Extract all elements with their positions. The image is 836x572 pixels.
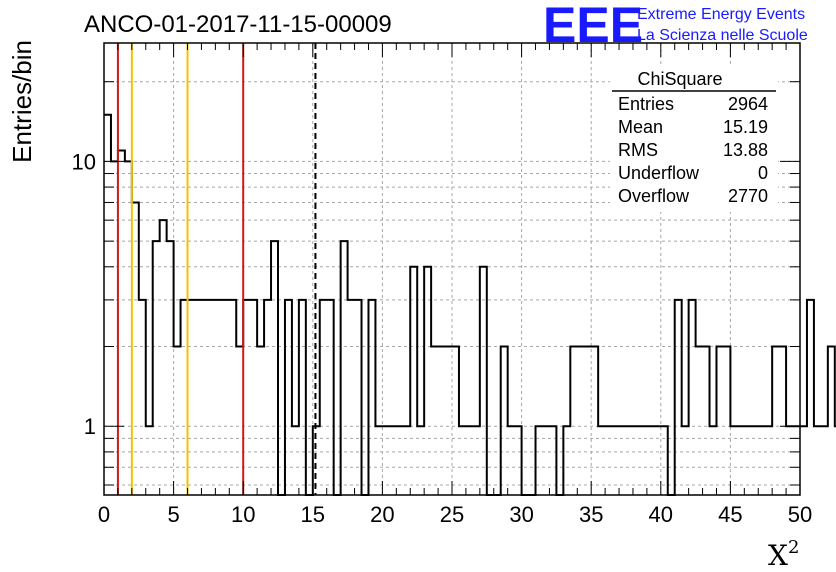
x-tick-label: 5 (167, 502, 179, 527)
stats-row-label: Mean (618, 117, 663, 137)
stats-row-label: Underflow (618, 163, 700, 183)
axis-ticks (103, 43, 801, 495)
x-axis-label-base: X (768, 539, 788, 572)
stats-row-value: 0 (758, 163, 768, 183)
stats-row-value: 2770 (728, 186, 768, 206)
x-tick-label: 45 (718, 502, 742, 527)
run-title: ANCO-01-2017-11-15-00009 (84, 11, 392, 38)
x-tick-label: 10 (231, 502, 255, 527)
eee-logo: EEE (543, 0, 643, 53)
x-tick-label: 0 (98, 502, 110, 527)
logo-subtitle-1: Extreme Energy Events (637, 6, 805, 23)
tick-labels: 1 10 0 5 10 15 20 25 30 35 40 45 50 (72, 149, 813, 527)
x-tick-label: 25 (440, 502, 464, 527)
stats-row-value: 13.88 (723, 140, 768, 160)
stats-box: ChiSquare Entries 2964 Mean 15.19 RMS 13… (610, 66, 778, 212)
x-tick-label: 20 (370, 502, 394, 527)
stats-row-label: Overflow (618, 186, 690, 206)
x-tick-label: 30 (509, 502, 533, 527)
stats-row-label: Entries (618, 94, 674, 114)
stats-row-label: RMS (618, 140, 658, 160)
y-axis-label: Entries/bin (7, 40, 37, 163)
reference-lines (116, 43, 317, 495)
x-axis-label: X2 (768, 537, 799, 572)
stats-box-title: ChiSquare (637, 69, 722, 89)
x-tick-label: 40 (649, 502, 673, 527)
x-tick-label: 50 (788, 502, 812, 527)
x-tick-label: 35 (579, 502, 603, 527)
logo-subtitle-2: La Scienza nelle Scuole (637, 27, 808, 44)
y-tick-label: 1 (84, 414, 96, 439)
stats-row-value: 2964 (728, 94, 768, 114)
x-axis-label-sup: 2 (788, 537, 799, 558)
stats-row-value: 15.19 (723, 117, 768, 137)
y-tick-label: 10 (72, 149, 96, 174)
grid (104, 43, 800, 495)
histogram-outline (104, 113, 836, 496)
histogram-series (104, 113, 836, 496)
x-tick-label: 15 (301, 502, 325, 527)
